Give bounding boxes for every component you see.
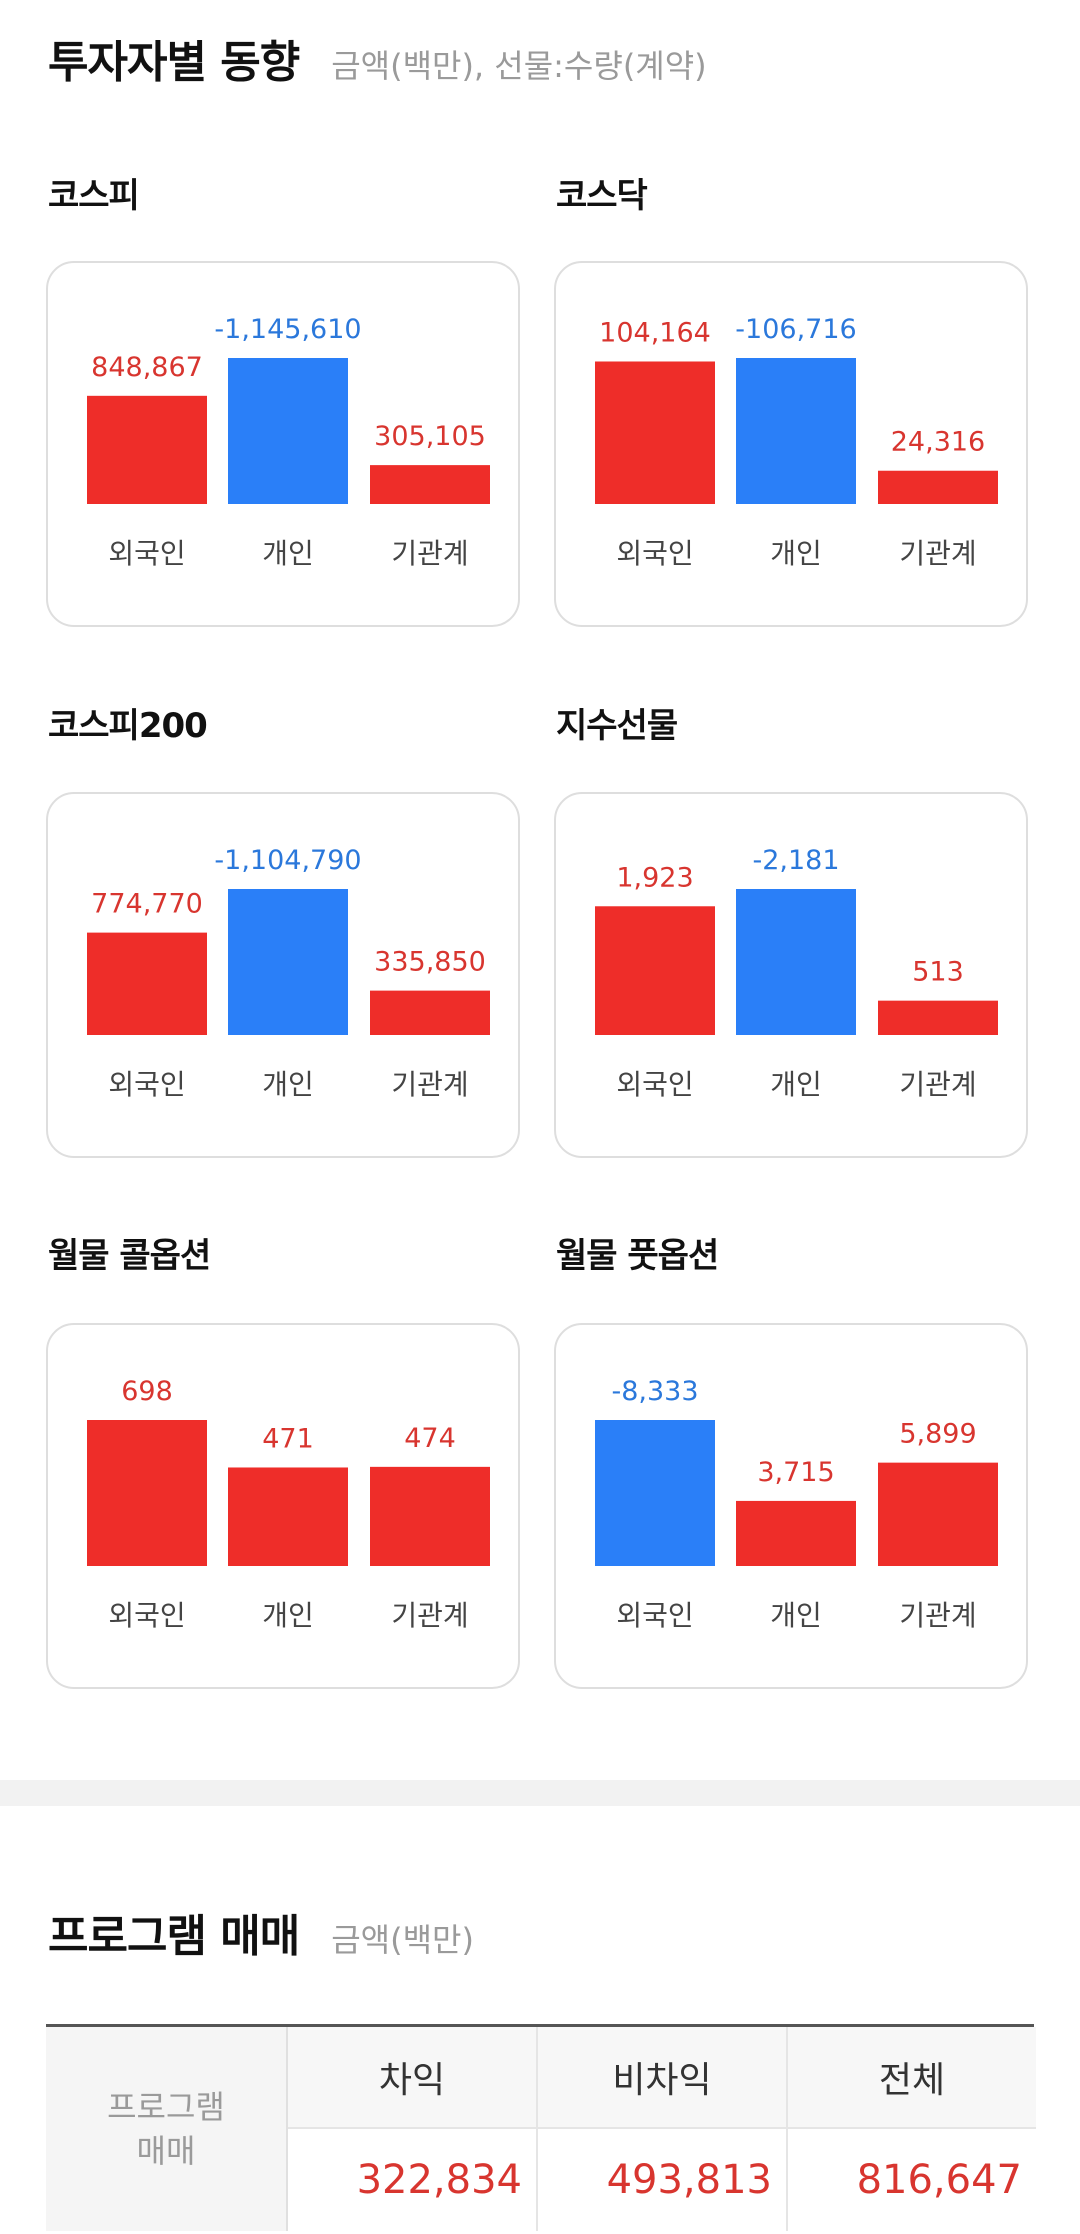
bar-foreign (87, 932, 207, 1035)
category-label-institution: 기관계 (391, 1599, 468, 1632)
data-label-individual: -2,181 (752, 845, 839, 876)
chart-title-monthly-call: 월물 콜옵션 (48, 1236, 211, 1276)
data-label-foreign: -8,333 (611, 1376, 698, 1407)
bar-individual (736, 889, 856, 1035)
chart-title-kosdaq: 코스닥 (556, 176, 648, 216)
category-label-institution: 기관계 (391, 537, 468, 570)
chart-title-kospi200: 코스피200 (48, 706, 208, 746)
data-label-individual: -106,716 (735, 314, 856, 345)
section-divider (0, 1780, 1080, 1806)
bar-institution (878, 1000, 998, 1035)
data-label-foreign: 1,923 (616, 862, 693, 893)
program-row-label-line2: 매매 (136, 2132, 196, 2170)
bar-chart: -8,333 외국인 3,715 개인 5,899 기관계 (595, 1376, 998, 1632)
program-section-subtitle: 금액(백만) (331, 1921, 474, 1959)
bar-individual (228, 1467, 348, 1566)
category-label-institution: 기관계 (899, 1068, 976, 1101)
bar-chart: 1,923 외국인 -2,181 개인 513 기관계 (595, 845, 998, 1101)
category-label-foreign: 외국인 (108, 1068, 185, 1101)
chart-card-kospi200[interactable]: 774,770 외국인 -1,104,790 개인 335,850 기관계 (46, 792, 520, 1158)
chart-title-monthly-put: 월물 풋옵션 (556, 1236, 719, 1276)
bar-chart: 698 외국인 471 개인 474 기관계 (87, 1376, 490, 1632)
chart-card-monthly-put[interactable]: -8,333 외국인 3,715 개인 5,899 기관계 (554, 1323, 1028, 1689)
data-label-institution: 474 (404, 1423, 456, 1454)
program-section-header: 프로그램 매매 금액(백만) (48, 1900, 474, 1964)
category-label-foreign: 외국인 (616, 537, 693, 570)
bar-institution (370, 465, 490, 504)
category-label-individual: 개인 (770, 1068, 822, 1101)
header-non-arbitrage: 비차익 (538, 2027, 786, 2129)
data-label-foreign: 104,164 (599, 317, 711, 348)
bar-institution (370, 1466, 490, 1566)
value-total: 816,647 (856, 2157, 1022, 2203)
data-label-individual: 3,715 (757, 1457, 834, 1488)
bar-chart: 104,164 외국인 -106,716 개인 24,316 기관계 (595, 314, 998, 570)
data-label-institution: 335,850 (374, 947, 486, 978)
bar-foreign (87, 395, 207, 504)
category-label-institution: 기관계 (899, 537, 976, 570)
category-label-individual: 개인 (262, 537, 314, 570)
program-trading-table: 프로그램 매매 차익 비차익 전체 322,834 493,813 816,64… (46, 2024, 1036, 2234)
value-arbitrage: 322,834 (356, 2157, 522, 2203)
column-divider (536, 2027, 538, 2231)
data-label-foreign: 698 (121, 1376, 173, 1407)
category-label-individual: 개인 (262, 1068, 314, 1101)
category-label-individual: 개인 (770, 537, 822, 570)
column-divider (786, 2027, 788, 2231)
bar-institution (878, 1462, 998, 1566)
category-label-institution: 기관계 (899, 1599, 976, 1632)
chart-card-kosdaq[interactable]: 104,164 외국인 -106,716 개인 24,316 기관계 (554, 261, 1028, 627)
data-label-foreign: 848,867 (91, 352, 203, 383)
investor-section-subtitle: 금액(백만), 선물:수량(계약) (331, 47, 707, 85)
bar-institution (878, 470, 998, 504)
data-label-individual: -1,104,790 (214, 845, 361, 876)
chart-card-kospi[interactable]: 848,867 외국인 -1,145,610 개인 305,105 기관계 (46, 261, 520, 627)
chart-title-index-futures: 지수선물 (556, 706, 678, 746)
bar-foreign (595, 906, 715, 1035)
program-row-label-line1: 프로그램 (107, 2088, 225, 2126)
category-label-foreign: 외국인 (108, 1599, 185, 1632)
investor-section-title: 투자자별 동향 (48, 37, 300, 88)
chart-card-index-futures[interactable]: 1,923 외국인 -2,181 개인 513 기관계 (554, 792, 1028, 1158)
program-row-label: 프로그램 매매 (46, 2027, 288, 2231)
bar-individual (736, 358, 856, 504)
value-non-arbitrage: 493,813 (606, 2157, 772, 2203)
data-label-institution: 305,105 (374, 421, 486, 452)
bar-foreign (595, 361, 715, 504)
bar-chart: 774,770 외국인 -1,104,790 개인 335,850 기관계 (87, 845, 490, 1101)
bar-foreign (87, 1420, 207, 1566)
category-label-individual: 개인 (770, 1599, 822, 1632)
investor-section-header: 투자자별 동향 금액(백만), 선물:수량(계약) (48, 26, 707, 90)
category-label-foreign: 외국인 (616, 1599, 693, 1632)
category-label-individual: 개인 (262, 1599, 314, 1632)
bar-chart: 848,867 외국인 -1,145,610 개인 305,105 기관계 (87, 314, 490, 570)
data-label-institution: 24,316 (891, 427, 985, 458)
category-label-institution: 기관계 (391, 1068, 468, 1101)
chart-card-monthly-call[interactable]: 698 외국인 471 개인 474 기관계 (46, 1323, 520, 1689)
header-arbitrage: 차익 (288, 2027, 536, 2129)
bar-individual (228, 358, 348, 504)
bar-individual (228, 889, 348, 1035)
data-label-foreign: 774,770 (91, 889, 203, 920)
bar-foreign (595, 1420, 715, 1566)
program-section-title: 프로그램 매매 (48, 1911, 300, 1962)
bar-individual (736, 1500, 856, 1566)
data-label-individual: -1,145,610 (214, 314, 361, 345)
bar-institution (370, 990, 490, 1035)
data-label-institution: 5,899 (899, 1419, 976, 1450)
category-label-foreign: 외국인 (616, 1068, 693, 1101)
data-label-individual: 471 (262, 1423, 314, 1454)
chart-title-kospi: 코스피 (48, 176, 140, 216)
category-label-foreign: 외국인 (108, 537, 185, 570)
data-label-institution: 513 (912, 957, 964, 988)
header-total: 전체 (788, 2027, 1036, 2129)
